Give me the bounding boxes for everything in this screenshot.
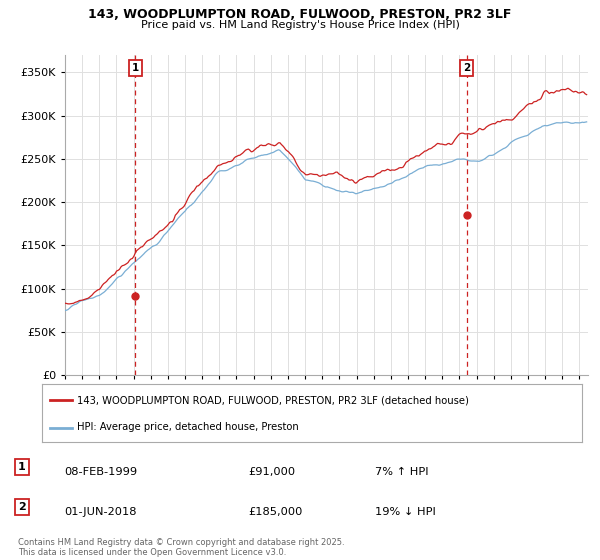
- Text: £185,000: £185,000: [248, 507, 302, 517]
- Text: Contains HM Land Registry data © Crown copyright and database right 2025.
This d: Contains HM Land Registry data © Crown c…: [18, 538, 344, 557]
- Text: £91,000: £91,000: [248, 467, 295, 477]
- Text: 19% ↓ HPI: 19% ↓ HPI: [375, 507, 436, 517]
- Text: 08-FEB-1999: 08-FEB-1999: [64, 467, 137, 477]
- Text: 143, WOODPLUMPTON ROAD, FULWOOD, PRESTON, PR2 3LF: 143, WOODPLUMPTON ROAD, FULWOOD, PRESTON…: [88, 8, 512, 21]
- Text: 2: 2: [18, 502, 26, 512]
- Text: 7% ↑ HPI: 7% ↑ HPI: [375, 467, 428, 477]
- Text: 2: 2: [463, 63, 470, 73]
- Text: 01-JUN-2018: 01-JUN-2018: [64, 507, 136, 517]
- Text: Price paid vs. HM Land Registry's House Price Index (HPI): Price paid vs. HM Land Registry's House …: [140, 20, 460, 30]
- Text: 1: 1: [131, 63, 139, 73]
- Text: 143, WOODPLUMPTON ROAD, FULWOOD, PRESTON, PR2 3LF (detached house): 143, WOODPLUMPTON ROAD, FULWOOD, PRESTON…: [77, 395, 469, 405]
- Text: 1: 1: [18, 462, 26, 472]
- Text: HPI: Average price, detached house, Preston: HPI: Average price, detached house, Pres…: [77, 422, 299, 432]
